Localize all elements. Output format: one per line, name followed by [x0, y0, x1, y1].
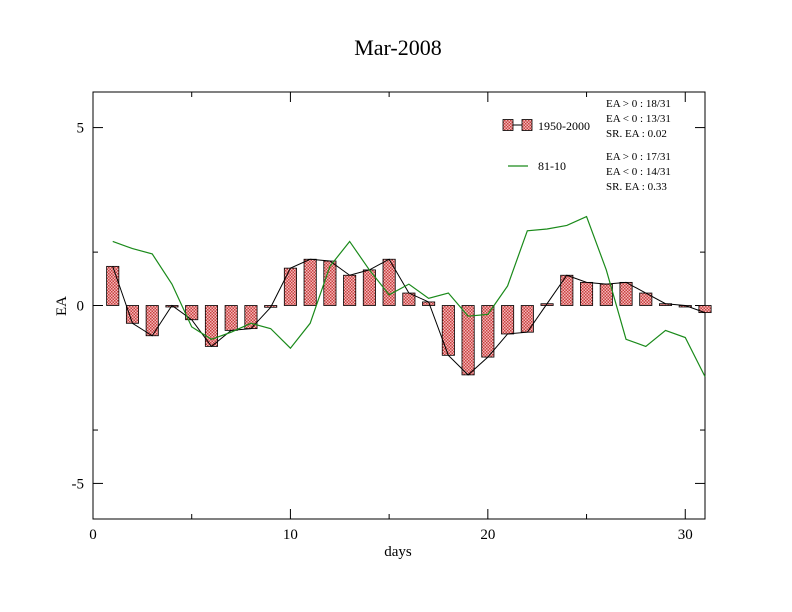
legend: 1950-2000 81-10	[502, 119, 590, 173]
y-tick-label: 5	[77, 121, 85, 137]
y-axis-label: EA	[54, 296, 70, 316]
bar-series	[106, 258, 712, 376]
bar	[520, 305, 534, 333]
legend-label-81-10: 81-10	[538, 159, 566, 173]
bar	[580, 281, 594, 306]
bar	[343, 274, 357, 306]
y-tick-label: 0	[77, 299, 85, 315]
bar	[481, 305, 495, 358]
bar	[441, 305, 455, 356]
x-tick-label: 20	[480, 527, 495, 543]
bar	[619, 281, 633, 306]
y-tick-label: -5	[72, 476, 85, 492]
series-81-10-line	[112, 215, 706, 377]
annotation-line: EA < 0 : 13/31	[606, 113, 671, 125]
legend-bar-swatch	[502, 119, 514, 131]
bar	[224, 305, 238, 331]
bar	[303, 258, 317, 306]
bar	[560, 274, 574, 306]
axis-ticks: 0 10 20 30 5 0 -5	[72, 92, 705, 543]
annotation-line: SR. EA : 0.02	[606, 128, 667, 140]
legend-bar-swatch	[521, 119, 533, 131]
x-tick-label: 0	[89, 527, 97, 543]
legend-label-1950-2000: 1950-2000	[538, 119, 590, 133]
series-1950-2000-line	[112, 258, 706, 376]
bar	[599, 283, 613, 306]
stats-annotation: EA > 0 : 18/31 EA < 0 : 13/31 SR. EA : 0.0…	[606, 98, 671, 193]
x-tick-label: 10	[283, 527, 298, 543]
annotation-line: EA > 0 : 17/31	[606, 151, 671, 163]
plot-area: 0 10 20 30 5 0 -5 1950-2000 81-10 EA > 0 : 18/3…	[72, 91, 712, 543]
x-tick-label: 30	[678, 527, 693, 543]
x-axis-label: days	[384, 544, 412, 560]
bar	[106, 265, 120, 306]
bar	[125, 305, 140, 324]
annotation-line: EA > 0 : 18/31	[606, 98, 671, 110]
bar	[501, 305, 515, 335]
annotation-line: SR. EA : 0.33	[606, 181, 667, 193]
chart-title: Mar-2008	[354, 35, 442, 60]
bar	[145, 305, 159, 337]
annotation-line: EA < 0 : 14/31	[606, 166, 671, 178]
bar	[283, 267, 297, 306]
